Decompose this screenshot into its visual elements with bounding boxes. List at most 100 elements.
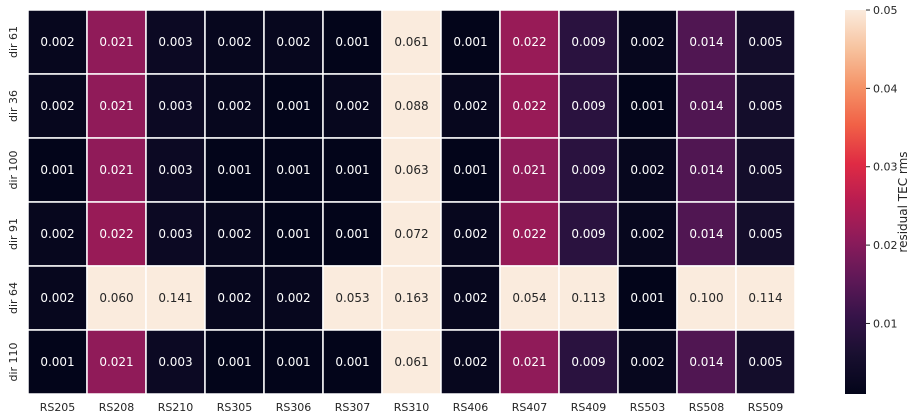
x-tick-label: RS310 xyxy=(394,401,430,414)
cell-value-label: 0.014 xyxy=(689,163,723,177)
x-tick-label: RS508 xyxy=(689,401,725,414)
heatmap-cell xyxy=(86,9,147,75)
cell-value-label: 0.002 xyxy=(335,99,369,113)
cell-value-label: 0.001 xyxy=(276,163,310,177)
cell-value-label: 0.005 xyxy=(748,355,782,369)
cell-value-label: 0.001 xyxy=(217,355,251,369)
cell-value-label: 0.002 xyxy=(630,35,664,49)
cell-value-label: 0.001 xyxy=(276,99,310,113)
cell-value-label: 0.114 xyxy=(748,291,782,305)
cell-value-label: 0.001 xyxy=(630,291,664,305)
heatmap-cell xyxy=(558,329,619,395)
cell-value-label: 0.088 xyxy=(394,99,428,113)
heatmap-cell xyxy=(204,265,265,331)
heatmap-cell xyxy=(27,73,88,139)
cell-value-label: 0.021 xyxy=(99,355,133,369)
heatmap-cell xyxy=(381,265,442,331)
cell-value-label: 0.002 xyxy=(276,35,310,49)
cell-value-label: 0.001 xyxy=(40,163,74,177)
cell-value-label: 0.002 xyxy=(217,99,251,113)
cell-value-label: 0.003 xyxy=(158,35,192,49)
x-axis-tick-labels: RS205 RS208 RS210 RS305 RS306 RS307 RS310 RS406… xyxy=(40,401,784,414)
cell-value-label: 0.021 xyxy=(512,355,546,369)
heatmap-cell xyxy=(204,201,265,267)
heatmap-cell xyxy=(86,137,147,203)
heatmap-cell xyxy=(676,265,737,331)
heatmap-cell xyxy=(145,265,206,331)
cell-value-label: 0.014 xyxy=(689,355,723,369)
cell-value-label: 0.001 xyxy=(630,99,664,113)
x-tick-label: RS509 xyxy=(748,401,784,414)
cell-value-label: 0.022 xyxy=(512,35,546,49)
heatmap-cell xyxy=(617,137,678,203)
y-tick-label: dir 61 xyxy=(7,26,20,58)
x-tick-label: RS307 xyxy=(335,401,371,414)
cell-value-label: 0.054 xyxy=(512,291,546,305)
cell-value-label: 0.001 xyxy=(217,163,251,177)
cell-value-label: 0.005 xyxy=(748,163,782,177)
y-tick-label: dir 64 xyxy=(7,282,20,314)
cell-value-label: 0.061 xyxy=(394,355,428,369)
cell-value-label: 0.014 xyxy=(689,227,723,241)
colorbar-gradient xyxy=(845,10,866,394)
cell-value-label: 0.003 xyxy=(158,163,192,177)
colorbar-tick-label: 0.01 xyxy=(873,317,898,330)
cell-value-label: 0.005 xyxy=(748,227,782,241)
colorbar-label: residual TEC rms xyxy=(896,151,910,252)
x-tick-label: RS407 xyxy=(512,401,548,414)
cell-value-label: 0.001 xyxy=(453,163,487,177)
cell-value-label: 0.002 xyxy=(40,35,74,49)
cell-value-label: 0.002 xyxy=(453,291,487,305)
heatmap-cell xyxy=(27,265,88,331)
cell-value-label: 0.009 xyxy=(571,163,605,177)
y-tick-label: dir 91 xyxy=(7,218,20,250)
heatmap-cell xyxy=(381,73,442,139)
heatmap-cell xyxy=(263,329,324,395)
heatmap-cell xyxy=(558,201,619,267)
cell-value-label: 0.022 xyxy=(512,99,546,113)
y-axis-tick-labels: dir 61 dir 36 dir 100 dir 91 dir 64 dir 110 xyxy=(7,26,20,382)
cell-value-label: 0.021 xyxy=(99,35,133,49)
cell-value-label: 0.009 xyxy=(571,99,605,113)
cell-value-label: 0.141 xyxy=(158,291,192,305)
cell-value-label: 0.014 xyxy=(689,99,723,113)
x-tick-label: RS305 xyxy=(217,401,253,414)
heatmap-cell xyxy=(440,329,501,395)
heatmap-cell xyxy=(381,201,442,267)
heatmap-cell xyxy=(499,329,560,395)
cell-value-label: 0.002 xyxy=(630,355,664,369)
heatmap-cell xyxy=(558,137,619,203)
cell-value-label: 0.072 xyxy=(394,227,428,241)
heatmap-cell xyxy=(735,137,796,203)
cell-value-label: 0.001 xyxy=(335,227,369,241)
cell-value-label: 0.002 xyxy=(40,291,74,305)
cell-value-label: 0.053 xyxy=(335,291,369,305)
heatmap-cell xyxy=(617,201,678,267)
heatmap-cell xyxy=(676,201,737,267)
x-tick-label: RS409 xyxy=(571,401,607,414)
heatmap-cell xyxy=(499,73,560,139)
heatmap-cell xyxy=(735,201,796,267)
cell-value-label: 0.163 xyxy=(394,291,428,305)
cell-value-label: 0.002 xyxy=(453,355,487,369)
heatmap-cell xyxy=(86,329,147,395)
heatmap-cell xyxy=(322,73,383,139)
cell-value-label: 0.060 xyxy=(99,291,133,305)
x-tick-label: RS406 xyxy=(453,401,489,414)
heatmap-cell xyxy=(204,73,265,139)
cell-value-label: 0.002 xyxy=(276,291,310,305)
x-tick-label: RS210 xyxy=(158,401,194,414)
cell-value-label: 0.005 xyxy=(748,99,782,113)
cell-value-label: 0.001 xyxy=(276,355,310,369)
cell-value-label: 0.022 xyxy=(512,227,546,241)
cell-value-label: 0.022 xyxy=(99,227,133,241)
heatmap-cell xyxy=(440,73,501,139)
heatmap-cell xyxy=(322,9,383,75)
cell-value-label: 0.061 xyxy=(394,35,428,49)
heatmap-cell xyxy=(735,265,796,331)
x-tick-label: RS208 xyxy=(99,401,135,414)
colorbar-tick-label: 0.05 xyxy=(873,4,898,17)
heatmap-cell xyxy=(145,137,206,203)
cell-value-label: 0.001 xyxy=(335,163,369,177)
heatmap-cell xyxy=(204,329,265,395)
